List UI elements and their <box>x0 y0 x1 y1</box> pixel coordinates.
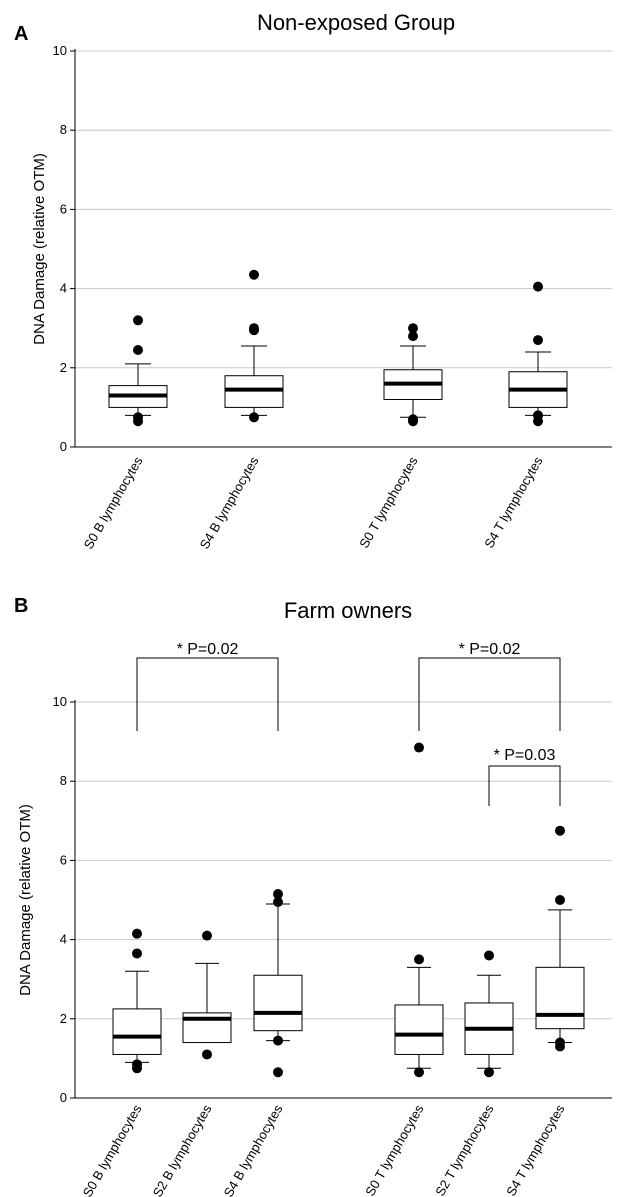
panel-b-box-group <box>112 928 162 1074</box>
outlier-point <box>273 1067 283 1078</box>
outlier-point <box>408 331 418 342</box>
bracket-line <box>136 657 279 731</box>
significance-bracket: * P=0.02 <box>418 641 561 731</box>
outlier-point <box>202 930 212 941</box>
panel-a-box-group <box>508 281 568 427</box>
outlier-point <box>555 1037 565 1048</box>
bracket-line <box>488 765 561 806</box>
panel-a-label: A <box>14 23 28 45</box>
panel-b-y-tick-label: 2 <box>60 1011 67 1026</box>
panel-a-gridlines <box>75 50 612 448</box>
outlier-point <box>132 928 142 939</box>
panel-b-annotations: * P=0.02 * P=0.02 * P=0.03 <box>136 641 561 806</box>
panel-a-category-label: S0 B lymphocytes <box>81 454 146 552</box>
panel-b-boxes <box>112 742 585 1078</box>
panel-a-y-tick-label: 0 <box>60 439 67 454</box>
panel-a-category-labels: S0 B lymphocytes S4 B lymphocytes S0 T lym… <box>81 454 546 552</box>
panel-a-boxes <box>108 269 568 427</box>
outlier-point <box>132 1059 142 1070</box>
panel-b-box-group <box>535 825 585 1052</box>
panel-a-y-ticks: 0 2 4 6 8 10 <box>53 43 75 454</box>
outlier-point <box>484 950 494 961</box>
outlier-point <box>249 323 259 334</box>
panel-b-y-tick-label: 6 <box>60 852 67 867</box>
outlier-point <box>408 414 418 425</box>
panel-b-box-group <box>394 742 444 1078</box>
panel-b-box-group <box>253 889 303 1078</box>
panel-a-y-tick-label: 8 <box>60 122 67 137</box>
panel-a-box-group <box>108 315 168 427</box>
panel-a: A Non-exposed Group DNA Damage (relative… <box>14 10 612 552</box>
panel-b-y-ticks: 0 2 4 6 8 10 <box>53 694 75 1105</box>
significance-label: * P=0.02 <box>459 641 521 658</box>
panel-b-label: B <box>14 595 28 617</box>
panel-b-category-label: S4 T lymphocytes <box>503 1102 568 1197</box>
outlier-point <box>414 742 424 753</box>
outlier-point <box>273 896 283 907</box>
outlier-point <box>249 412 259 423</box>
outlier-point <box>414 954 424 965</box>
panel-b-category-label: S0 B lymphocytes <box>80 1102 145 1197</box>
panel-b-title: Farm owners <box>284 598 412 623</box>
outlier-point <box>533 335 543 346</box>
panel-b-category-label: S2 B lymphocytes <box>150 1102 215 1197</box>
outlier-point <box>133 412 143 423</box>
outlier-point <box>484 1067 494 1078</box>
panel-a-category-label: S4 B lymphocytes <box>197 454 262 552</box>
panel-b: B Farm owners DNA Damage (relative OTM) … <box>14 595 612 1197</box>
outlier-point <box>133 315 143 326</box>
panel-b-box-group <box>182 930 232 1060</box>
outlier-point <box>132 948 142 959</box>
panel-b-gridlines <box>75 701 612 1099</box>
significance-label: * P=0.03 <box>494 747 556 764</box>
panel-b-category-label: S4 B lymphocytes <box>221 1102 286 1197</box>
panel-a-category-label: S4 T lymphocytes <box>481 454 546 551</box>
outlier-point <box>555 825 565 836</box>
panel-a-y-tick-label: 2 <box>60 360 67 375</box>
box-iqr <box>535 966 585 1030</box>
panel-b-y-tick-label: 8 <box>60 773 67 788</box>
outlier-point <box>408 323 418 334</box>
panel-b-category-label: S2 T lymphocytes <box>432 1102 497 1197</box>
panel-a-category-label: S0 T lymphocytes <box>356 454 421 551</box>
outlier-point <box>414 1067 424 1078</box>
panel-b-category-label: S0 T lymphocytes <box>362 1102 427 1197</box>
significance-bracket: * P=0.02 <box>136 641 279 731</box>
panel-a-y-tick-label: 4 <box>60 281 67 296</box>
box-iqr <box>253 974 303 1032</box>
significance-label: * P=0.02 <box>177 641 239 658</box>
panel-a-y-axis-label: DNA Damage (relative OTM) <box>31 153 48 345</box>
panel-b-y-tick-label: 4 <box>60 932 67 947</box>
outlier-point <box>533 281 543 292</box>
significance-bracket: * P=0.03 <box>488 747 561 806</box>
outlier-point <box>273 1035 283 1046</box>
outlier-point <box>273 889 283 900</box>
outlier-point <box>555 895 565 905</box>
box-iqr <box>394 1004 444 1055</box>
panel-b-y-tick-label: 0 <box>60 1090 67 1105</box>
panel-a-title: Non-exposed Group <box>257 10 455 35</box>
panel-b-category-labels: S0 B lymphocytes S2 B lymphocytes S4 B lym… <box>80 1102 568 1197</box>
panel-a-box-group <box>224 269 284 423</box>
box-iqr <box>112 1008 162 1055</box>
bracket-line <box>418 657 561 731</box>
outlier-point <box>133 344 143 355</box>
panel-b-y-axis-label: DNA Damage (relative OTM) <box>17 804 34 996</box>
panel-b-box-group <box>464 950 514 1078</box>
panel-b-y-tick-label: 10 <box>53 694 67 709</box>
panel-a-y-tick-label: 6 <box>60 201 67 216</box>
panel-a-box-group <box>383 323 443 427</box>
outlier-point <box>533 410 543 421</box>
outlier-point <box>202 1049 212 1060</box>
outlier-point <box>249 269 259 280</box>
panel-a-y-tick-label: 10 <box>53 43 67 58</box>
